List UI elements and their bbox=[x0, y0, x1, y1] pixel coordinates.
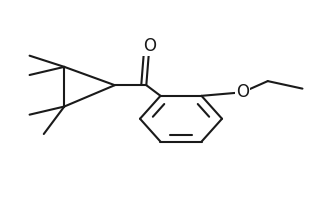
Text: O: O bbox=[236, 83, 249, 101]
Text: O: O bbox=[143, 37, 156, 55]
